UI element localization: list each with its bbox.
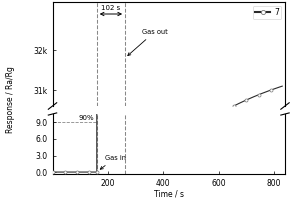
Text: Gas in: Gas in bbox=[100, 155, 125, 169]
Text: 102 s: 102 s bbox=[101, 5, 121, 11]
Text: Gas out: Gas out bbox=[128, 29, 167, 56]
Legend: 7: 7 bbox=[253, 6, 281, 19]
X-axis label: Time / s: Time / s bbox=[154, 189, 184, 198]
Text: 90%: 90% bbox=[79, 115, 94, 121]
Text: Response / Ra/Rg: Response / Ra/Rg bbox=[6, 67, 15, 133]
